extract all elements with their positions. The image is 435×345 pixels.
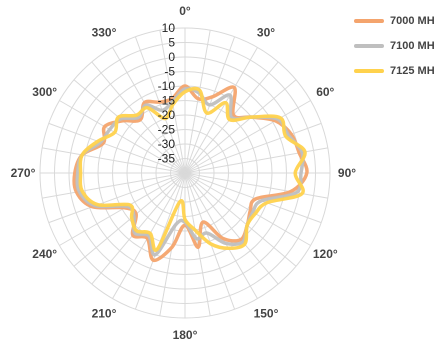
legend: 7000 MHz 7100 MHz 7125 MHz — [354, 8, 435, 83]
legend-swatch — [354, 68, 384, 73]
angle-tick-label: 90° — [338, 166, 356, 180]
series-layer — [72, 84, 309, 263]
radial-tick-label: -25 — [158, 123, 176, 137]
angle-tick-label: 300° — [32, 85, 57, 99]
legend-label: 7000 MHz — [390, 14, 435, 27]
legend-label: 7100 MHz — [390, 39, 435, 52]
grid-spoke — [59, 100, 186, 174]
legend-label: 7125 MHz — [390, 64, 435, 77]
series-line-2 — [78, 86, 307, 253]
radial-tick-label: -15 — [158, 94, 176, 108]
grid-spoke — [184, 172, 311, 246]
angle-tick-label: 330° — [92, 26, 117, 40]
radial-tick-label: -20 — [158, 108, 176, 122]
grid-spoke — [42, 147, 186, 174]
grid-spoke — [184, 172, 211, 316]
legend-item: 7100 MHz — [354, 33, 435, 58]
angle-tick-label: 120° — [313, 247, 338, 261]
grid-spoke — [73, 79, 186, 174]
grid-spoke — [184, 172, 297, 267]
grid-spoke — [48, 122, 186, 174]
angle-tick-labels: 0° 30° 60° 90° 120° 150° 180° 210° 240° 270° 300° 3… — [11, 4, 357, 342]
legend-item: 7000 MHz — [354, 8, 435, 33]
radial-tick-label: -5 — [164, 65, 175, 79]
series-line-0 — [72, 84, 309, 263]
radial-tick-label: -10 — [158, 79, 176, 93]
angle-tick-label: 210° — [92, 306, 117, 320]
grid-spoke — [73, 172, 186, 267]
grid-spoke — [184, 172, 236, 310]
grid-spoke — [184, 122, 322, 174]
grid-spoke — [184, 172, 322, 224]
angle-tick-label: 60° — [316, 85, 334, 99]
grid-spoke — [91, 172, 186, 285]
radial-tick-label: -35 — [158, 152, 176, 166]
grid-spoke — [134, 36, 186, 174]
angle-tick-label: 150° — [254, 306, 279, 320]
radial-tick-label: 10 — [162, 21, 176, 35]
grid-spoke — [184, 79, 297, 174]
grid-spoke — [184, 47, 258, 174]
legend-swatch — [354, 43, 384, 48]
radial-tick-label: 0 — [168, 50, 175, 64]
angle-tick-label: 0° — [179, 4, 191, 18]
legend-item: 7125 MHz — [354, 58, 435, 83]
angle-tick-label: 30° — [257, 26, 275, 40]
grid-spoke — [112, 47, 186, 174]
grid-spoke — [184, 30, 211, 174]
radial-tick-label: 5 — [168, 36, 175, 50]
radial-tick-label: -30 — [158, 137, 176, 151]
grid-spoke — [42, 172, 186, 199]
legend-swatch — [354, 18, 384, 23]
grid-spoke — [184, 172, 279, 285]
angle-tick-label: 180° — [173, 328, 198, 342]
grid-spoke — [48, 172, 186, 224]
grid-spoke — [184, 100, 311, 174]
polar-grid — [39, 27, 331, 319]
angle-tick-label: 240° — [32, 247, 57, 261]
angle-tick-label: 270° — [11, 166, 36, 180]
